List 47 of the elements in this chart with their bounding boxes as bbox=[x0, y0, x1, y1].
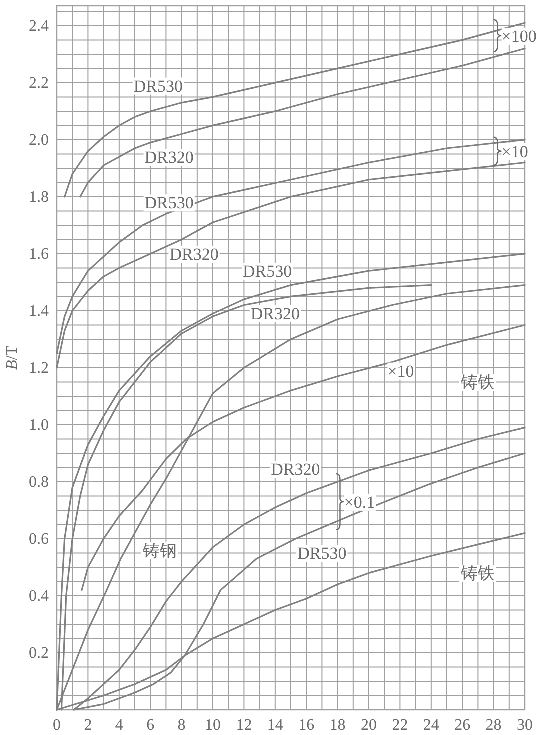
y-tick-label: 1.6 bbox=[29, 246, 49, 263]
x-tick-label: 20 bbox=[361, 717, 377, 734]
x-tick-label: 22 bbox=[392, 717, 408, 734]
x-tick-label: 8 bbox=[178, 717, 186, 734]
series-label: DR320 bbox=[271, 460, 320, 480]
y-tick-label: 2.2 bbox=[29, 74, 49, 92]
series-label: DR530 bbox=[134, 76, 183, 96]
annotation: ×100 bbox=[494, 19, 538, 53]
x-tick-label: 16 bbox=[298, 717, 315, 734]
x-tick-label: 14 bbox=[267, 717, 284, 734]
x-tick-label: 24 bbox=[423, 717, 440, 734]
series-label: DR320 bbox=[170, 244, 219, 264]
series-label: 铸钢 bbox=[142, 541, 177, 560]
y-tick-label: 0.2 bbox=[29, 644, 49, 662]
annotation: ×10 bbox=[502, 142, 528, 162]
y-tick-label: 0.6 bbox=[29, 530, 49, 548]
x-tick-label: 2 bbox=[84, 717, 92, 734]
series-label: DR530 bbox=[298, 544, 347, 564]
y-tick-label: 1.2 bbox=[29, 360, 49, 377]
x-tick-label: 30 bbox=[517, 717, 533, 734]
y-axis-title: B/T bbox=[4, 346, 21, 370]
x-tick-label: 26 bbox=[454, 717, 471, 734]
annotation: ×100 bbox=[502, 26, 537, 46]
y-tick-label: 2.0 bbox=[29, 132, 49, 149]
y-tick-label: 1.4 bbox=[29, 302, 49, 320]
annotation: ×10 bbox=[388, 362, 416, 381]
x-tick-label: 12 bbox=[236, 717, 252, 734]
y-tick-label: 0.8 bbox=[29, 474, 49, 491]
series-label: 铸铁 bbox=[460, 373, 496, 392]
y-tick-label: 0.4 bbox=[29, 588, 49, 605]
series-label: 铸铁 bbox=[460, 564, 496, 584]
x-tick-label: 4 bbox=[115, 717, 124, 734]
annotation: ×0.1 bbox=[336, 473, 376, 531]
x-tick-label: 18 bbox=[330, 717, 346, 734]
series-label: DR320 bbox=[144, 148, 194, 168]
x-tick-label: 6 bbox=[146, 717, 155, 734]
series-label: DR530 bbox=[144, 194, 194, 213]
x-tick-label: 28 bbox=[486, 717, 502, 734]
y-tick-label: 2.4 bbox=[29, 18, 49, 35]
x-tick-label: 10 bbox=[205, 717, 221, 734]
annotation: ×0.1 bbox=[344, 492, 376, 512]
y-tick-label: 1.0 bbox=[29, 416, 49, 434]
series-label: DR320 bbox=[250, 304, 300, 324]
y-tick-label: 1.8 bbox=[29, 188, 49, 206]
annotation: ×10 bbox=[494, 136, 530, 166]
x-tick-label: 0 bbox=[53, 717, 61, 734]
series-label: DR530 bbox=[243, 262, 292, 282]
